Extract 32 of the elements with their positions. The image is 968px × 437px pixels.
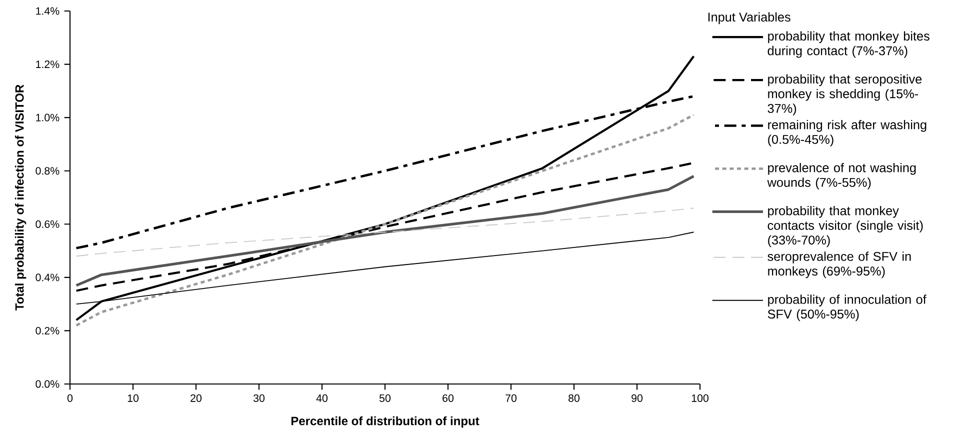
x-tick-label: 20 [190,394,202,402]
y-tick-label: 1.4% [36,7,60,15]
legend-title: Input Variables [708,12,790,24]
legend-label: probability of innoculation of SFV (50%-95%) [768,294,926,322]
x-tick-label: 100 [692,394,708,402]
legend-label: probability that monkey contacts visitor (single visit) (33%-70%) [768,206,923,248]
y-tick-label: 1.0% [36,114,60,122]
x-tick-label: 30 [253,394,265,402]
y-tick-label: 0.8% [36,167,60,175]
x-tick-label: 90 [632,394,643,402]
x-tick-label: 40 [316,394,328,402]
y-axis-title: Total probability of infection of VISITOR [14,84,26,310]
legend-label: remaining risk after washing (0.5%-45%) [768,120,926,146]
x-tick-label: 10 [128,394,139,402]
y-tick-label: 0.2% [36,326,60,334]
x-tick-label: 60 [442,394,454,402]
x-axis-title: Percentile of distribution of input [291,416,480,428]
line-series [76,208,694,257]
y-tick-label: 0.0% [36,380,60,388]
x-tick-label: 50 [379,394,391,402]
x-tick-label: 70 [506,394,517,402]
legend-label: seroprevalence of SFV in monkeys (69%-95%) [768,252,911,278]
x-tick-label: 80 [568,394,580,402]
legend-label: prevalence of not washing wounds (7%-55%) [767,162,916,190]
line-series [75,55,695,322]
line-series [75,114,695,327]
y-tick-label: 0.6% [36,220,60,228]
y-tick-label: 1.2% [36,60,60,68]
y-tick-label: 0.4% [36,274,60,282]
x-tick-label: 0 [67,394,73,402]
legend-label: probability that seropositive monkey is shedding (15%-37%) [768,74,922,116]
legend-label: probability that monkey bites during contact (7%-37%) [768,31,930,58]
